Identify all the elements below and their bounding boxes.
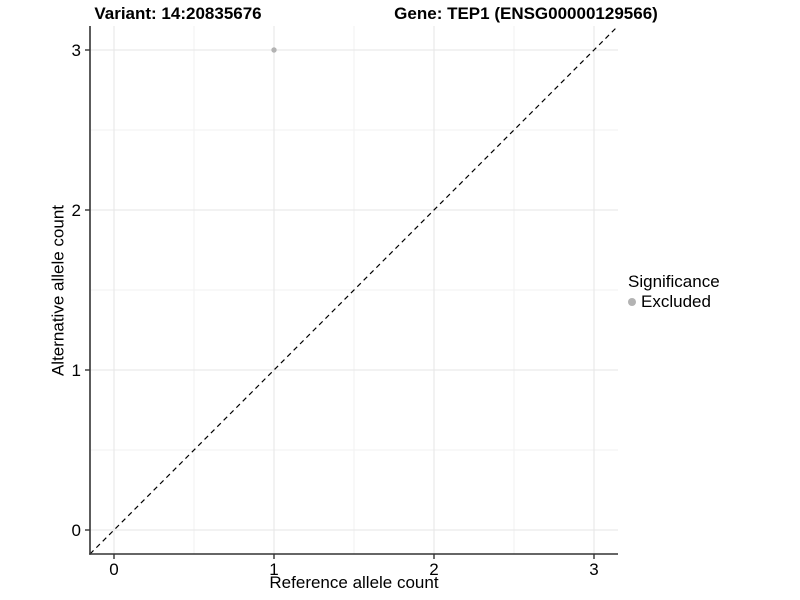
x-axis-title: Reference allele count — [269, 573, 439, 592]
x-tick-label: 0 — [109, 560, 118, 579]
y-axis-title: Alternative allele count — [48, 204, 68, 377]
legend: Significance Excluded — [628, 271, 720, 312]
x-tick-label: 1 — [269, 560, 278, 579]
plot-title-variant: Variant: 14:20835676 — [94, 4, 262, 23]
legend-title: Significance — [628, 272, 720, 291]
legend-item-label: Excluded — [641, 292, 711, 311]
y-tick-label: 1 — [72, 361, 81, 380]
x-tick-label: 2 — [429, 560, 438, 579]
data-point-excluded — [271, 47, 277, 53]
y-tick-label: 3 — [72, 41, 81, 60]
legend-key-dot-icon — [628, 298, 636, 306]
x-tick-label: 3 — [589, 560, 598, 579]
plot-title-gene: Gene: TEP1 (ENSG00000129566) — [394, 4, 658, 23]
identity-reference-line — [89, 25, 619, 555]
y-tick-label: 0 — [72, 521, 81, 540]
legend-item-excluded: Excluded — [628, 292, 720, 312]
y-tick-label: 2 — [72, 201, 81, 220]
